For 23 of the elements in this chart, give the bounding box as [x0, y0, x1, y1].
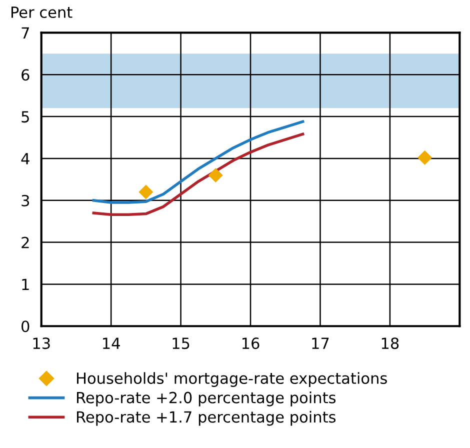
point [138, 184, 154, 200]
y-tick-label: 0 [22, 320, 30, 332]
y-tick-label: 4 [21, 153, 30, 164]
point [208, 168, 223, 183]
y-tick-label: 6 [22, 69, 30, 81]
legend-label: Households' mortgage-rate expectations [77, 372, 387, 387]
y-tick-label: 7 [22, 27, 29, 39]
x-tick-label: 13 [33, 338, 50, 350]
y-tick-label: 5 [22, 111, 29, 123]
point [418, 150, 432, 165]
x-tick-label: 17 [312, 338, 329, 349]
x-tick-label: 15 [172, 338, 190, 350]
y-tick-label: 2 [22, 236, 29, 248]
legend-label: Repo-rate +1.7 percentage points [77, 410, 336, 426]
line-series [92, 120, 304, 204]
x-tick-label: 16 [242, 338, 260, 350]
y-tick-label: 1 [22, 278, 29, 290]
y-tick-label: 3 [22, 194, 30, 206]
y-axis-title: Per cent [11, 6, 72, 18]
legend-label: Repo-rate +2.0 percentage points [77, 392, 336, 406]
x-tick-label: 18 [382, 338, 399, 350]
line-series [92, 132, 304, 216]
x-tick-label: 14 [103, 338, 120, 349]
